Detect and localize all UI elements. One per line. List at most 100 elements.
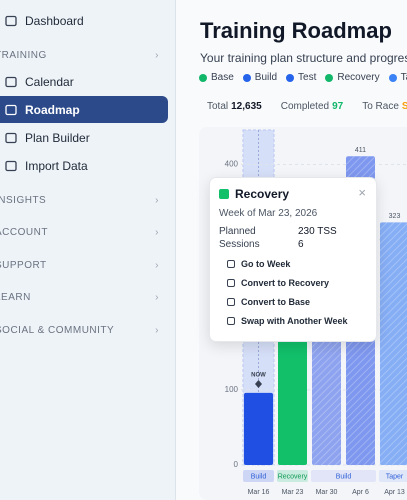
chevron: › xyxy=(155,195,159,206)
legend-label: Recovery xyxy=(337,72,380,83)
icon-shape xyxy=(5,76,17,87)
icon xyxy=(5,160,17,171)
nav-section[interactable]: SOCIAL & COMMUNITY › xyxy=(0,325,165,336)
y-tick-label: 0 xyxy=(234,460,239,469)
tooltip-title: Recovery xyxy=(235,187,290,201)
icon xyxy=(5,76,17,87)
nav-label: Roadmap xyxy=(25,102,80,117)
nav-section[interactable]: TRAINING › xyxy=(0,50,165,61)
action-icon-shape xyxy=(227,279,235,287)
tooltip-row-label: Sessions xyxy=(219,239,260,250)
x-tick-label: Apr 13 xyxy=(384,489,405,496)
nav-item[interactable]: Dashboard xyxy=(0,7,168,34)
legend-item: Taper xyxy=(388,72,407,83)
page-title: Training Roadmap xyxy=(200,18,392,43)
legend-item: Base xyxy=(199,72,234,83)
stat: To RaceSw xyxy=(362,101,407,112)
section-label: ACCOUNT xyxy=(0,227,48,238)
action-icon-shape xyxy=(227,317,235,325)
current-marker xyxy=(255,380,262,388)
phase-label: Recovery xyxy=(278,473,308,480)
section-label: SOCIAL & COMMUNITY xyxy=(0,325,115,336)
nav-label: Import Data xyxy=(25,158,88,173)
phase-box xyxy=(277,470,308,482)
nav-item[interactable]: Roadmap xyxy=(0,96,168,123)
action-icon xyxy=(227,317,235,325)
tooltip-action[interactable]: Swap with Another Week xyxy=(227,316,348,326)
nav-label: Calendar xyxy=(25,74,74,89)
nav-section[interactable]: SUPPORT › xyxy=(0,260,165,271)
chevron: › xyxy=(155,227,159,238)
y-tick-label: 400 xyxy=(225,160,239,169)
section-label: TRAINING xyxy=(0,50,47,61)
nav-section[interactable]: ACCOUNT › xyxy=(0,227,165,238)
phase-box xyxy=(243,470,274,482)
stat-value: Sw xyxy=(401,101,407,112)
legend-swatch xyxy=(286,73,295,82)
action-icon xyxy=(227,260,235,268)
y-tick-label: 100 xyxy=(225,385,239,394)
nav-item[interactable]: Plan Builder xyxy=(0,124,168,151)
chevron: › xyxy=(155,50,159,61)
legend-label: Base xyxy=(211,72,234,83)
nav-label: Plan Builder xyxy=(25,130,90,145)
close-button[interactable]: × xyxy=(358,185,366,200)
icon-shape xyxy=(5,15,17,26)
bar-value-label: 411 xyxy=(355,147,366,154)
action-label: Swap with Another Week xyxy=(241,316,348,326)
section-label: LEARN xyxy=(0,292,31,303)
nav-section[interactable]: INSIGHTS › xyxy=(0,195,165,206)
legend-label: Test xyxy=(298,72,317,83)
x-tick-label: Mar 16 xyxy=(248,489,270,496)
action-label: Convert to Base xyxy=(241,297,311,307)
stat-value: 12,635 xyxy=(231,101,262,112)
legend-item: Test xyxy=(286,72,316,83)
phase-label: Build xyxy=(336,473,352,480)
tooltip: Recovery × Week of Mar 23, 2026 Planned 2… xyxy=(209,177,377,342)
section-label: INSIGHTS xyxy=(0,195,47,206)
icon xyxy=(5,132,17,143)
action-label: Go to Week xyxy=(241,259,291,269)
action-icon xyxy=(227,279,235,287)
nav-item[interactable]: Calendar xyxy=(0,68,168,95)
tooltip-row: Planned 230 TSS xyxy=(219,226,369,237)
tooltip-row-label: Planned xyxy=(219,226,256,237)
phase-box xyxy=(379,470,407,482)
tooltip-week: Week of Mar 23, 2026 xyxy=(219,208,318,219)
legend-swatch xyxy=(199,73,207,82)
x-tick-label: Mar 30 xyxy=(316,489,338,496)
tooltip-row-value: 230 TSS xyxy=(298,226,337,237)
nav-section[interactable]: LEARN › xyxy=(0,292,165,303)
action-icon-shape xyxy=(227,260,235,268)
stat-value: 97 xyxy=(332,101,344,112)
legend-swatch xyxy=(325,73,334,82)
tooltip-action[interactable]: Go to Week xyxy=(227,259,290,269)
chevron: › xyxy=(155,292,159,303)
stat: Total 12,635 xyxy=(207,101,262,112)
bar-hatch xyxy=(380,222,407,465)
legend-swatch xyxy=(388,73,397,82)
phase-label: Taper xyxy=(386,473,404,480)
section-label: SUPPORT xyxy=(0,260,47,271)
page-subtitle: Your training plan structure and progres… xyxy=(200,51,407,65)
chevron: › xyxy=(155,260,159,271)
tooltip-row-value: 6 xyxy=(298,239,304,250)
tooltip-header: Recovery xyxy=(219,187,289,201)
legend-label: Taper xyxy=(400,72,407,83)
x-tick-label: Mar 23 xyxy=(282,489,304,496)
nav-item[interactable]: Import Data xyxy=(0,152,168,179)
nav-label: Dashboard xyxy=(25,13,84,28)
phase-label: Build xyxy=(251,473,267,480)
tooltip-swatch xyxy=(219,189,229,199)
action-icon-shape xyxy=(227,298,235,306)
tooltip-row: Sessions 6 xyxy=(219,239,369,250)
legend-swatch xyxy=(242,73,251,82)
icon xyxy=(5,104,17,115)
tooltip-action[interactable]: Convert to Base xyxy=(227,297,310,307)
chevron: › xyxy=(155,325,159,336)
stat: Completed 97 xyxy=(281,101,343,112)
icon-shape xyxy=(5,132,17,143)
tooltip-action[interactable]: Convert to Recovery xyxy=(227,278,329,288)
icon-shape xyxy=(5,104,17,115)
